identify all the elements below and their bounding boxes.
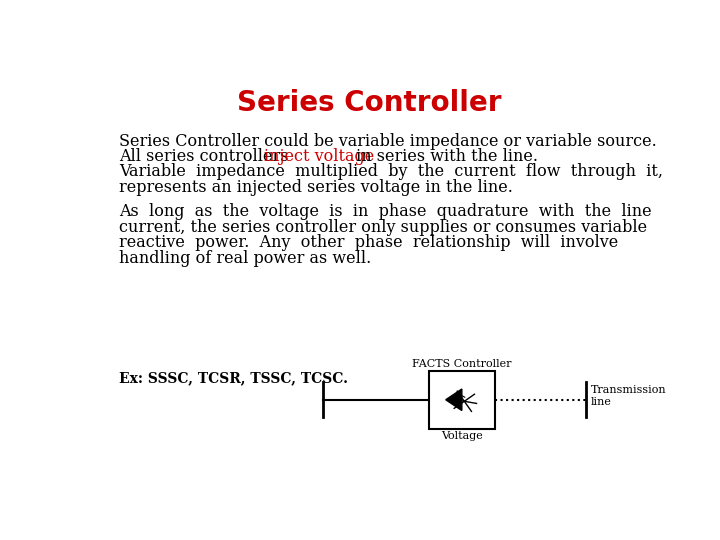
Polygon shape	[446, 389, 462, 410]
Text: FACTS Controller: FACTS Controller	[413, 359, 512, 369]
Text: in series with the line.: in series with the line.	[351, 148, 538, 165]
Text: Series Controller could be variable impedance or variable source.: Series Controller could be variable impe…	[120, 132, 657, 150]
Text: handling of real power as well.: handling of real power as well.	[120, 249, 372, 267]
Text: Ex: SSSC, TCSR, TSSC, TCSC.: Ex: SSSC, TCSR, TSSC, TCSC.	[120, 372, 348, 385]
Text: Voltage: Voltage	[441, 431, 483, 441]
Text: All series controllers: All series controllers	[120, 148, 294, 165]
Text: Variable  impedance  multiplied  by  the  current  flow  through  it,: Variable impedance multiplied by the cur…	[120, 164, 663, 180]
Text: current, the series controller only supplies or consumes variable: current, the series controller only supp…	[120, 219, 647, 236]
Text: reactive  power.  Any  other  phase  relationship  will  involve: reactive power. Any other phase relation…	[120, 234, 618, 251]
Text: Series Controller: Series Controller	[237, 90, 501, 117]
Text: represents an injected series voltage in the line.: represents an injected series voltage in…	[120, 179, 513, 196]
Text: Transmission
line: Transmission line	[590, 385, 666, 407]
Text: As  long  as  the  voltage  is  in  phase  quadrature  with  the  line: As long as the voltage is in phase quadr…	[120, 204, 652, 220]
Bar	[429, 371, 495, 429]
Text: inject voltage: inject voltage	[264, 148, 374, 165]
